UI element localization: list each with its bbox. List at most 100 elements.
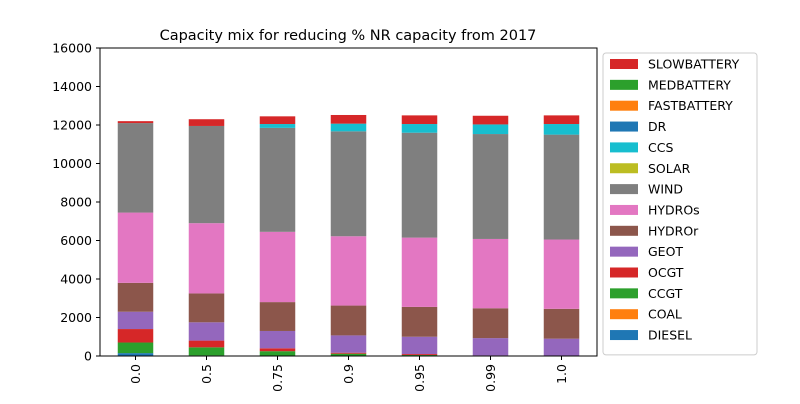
legend-label-hydros: HYDROs xyxy=(648,202,700,217)
bar-segment-ocgt-0.95 xyxy=(401,354,438,356)
x-tick-label: 0.75 xyxy=(270,364,285,392)
bar-segment-diesel-0.0 xyxy=(117,353,154,356)
legend-swatch-medbattery xyxy=(610,79,638,90)
bar-segment-slowbattery-0.9 xyxy=(330,114,367,124)
y-tick-label: 6000 xyxy=(60,233,92,248)
legend-swatch-hydror xyxy=(610,225,638,236)
legend-label-ccgt: CCGT xyxy=(648,286,683,301)
bar-segment-hydros-0.9 xyxy=(330,236,367,306)
bar-segment-slowbattery-0.0 xyxy=(117,121,154,124)
bar-segment-geot-0.0 xyxy=(117,311,154,330)
bar-segment-ocgt-0.75 xyxy=(259,348,296,352)
legend-box xyxy=(602,52,758,356)
x-tick-label: 0.99 xyxy=(483,364,498,392)
bar-segment-wind-0.0 xyxy=(117,123,154,213)
bar-segment-hydror-0.99 xyxy=(472,308,509,339)
x-tick-label: 0.9 xyxy=(341,364,356,384)
legend-label-medbattery: MEDBATTERY xyxy=(648,77,731,92)
bar-segment-wind-0.75 xyxy=(259,127,296,232)
bar-segment-ocgt-0.5 xyxy=(188,340,225,348)
bar-segment-wind-0.5 xyxy=(188,125,225,224)
bar-segment-ccs-0.95 xyxy=(401,124,438,133)
y-tick-label: 4000 xyxy=(60,272,92,287)
bar-segment-geot-0.99 xyxy=(472,338,509,356)
bar-segment-geot-1.0 xyxy=(543,338,580,356)
bar-segment-ccs-1.0 xyxy=(543,124,580,135)
bar-segment-hydros-0.75 xyxy=(259,231,296,303)
legend-swatch-solar xyxy=(610,163,638,174)
legend-swatch-ocgt xyxy=(610,267,638,278)
bar-segment-ccgt-0.0 xyxy=(117,342,154,354)
legend-label-wind: WIND xyxy=(648,182,683,197)
legend-label-dr: DR xyxy=(648,119,667,134)
axes-layer: 0 2000 4000 6000 8000 10000 12000 14000 16000 0.0… xyxy=(52,41,598,392)
legend-swatch-slowbattery xyxy=(610,59,638,69)
legend-label-geot: GEOT xyxy=(648,244,683,259)
y-tick-label: 0 xyxy=(84,349,92,364)
legend-swatch-geot xyxy=(610,246,638,257)
y-tick-label: 14000 xyxy=(52,79,92,94)
legend-swatch-hydros xyxy=(610,204,638,215)
bar-segment-hydror-0.0 xyxy=(117,282,154,312)
bar-segment-ccs-0.75 xyxy=(259,124,296,128)
bar-segment-hydros-0.5 xyxy=(188,223,225,294)
x-tick-label: 1.0 xyxy=(554,364,569,384)
legend-label-ocgt: OCGT xyxy=(648,265,684,280)
bar-segment-hydror-0.9 xyxy=(330,305,367,336)
bar-segment-wind-0.95 xyxy=(401,132,438,238)
y-tick-label: 10000 xyxy=(52,156,92,171)
y-tick-label: 2000 xyxy=(60,310,92,325)
bar-segment-slowbattery-0.99 xyxy=(472,115,509,125)
bar-segment-hydros-0.0 xyxy=(117,212,154,283)
bar-segment-geot-0.75 xyxy=(259,330,296,349)
bar-segment-ocgt-0.0 xyxy=(117,329,154,343)
bar-segment-hydros-1.0 xyxy=(543,239,580,309)
bar-segment-hydror-0.75 xyxy=(259,302,296,331)
legend-label-solar: SOLAR xyxy=(648,161,691,176)
bar-segment-slowbattery-1.0 xyxy=(543,115,580,125)
bar-segment-hydror-0.5 xyxy=(188,293,225,323)
bar-segment-wind-1.0 xyxy=(543,134,580,240)
x-tick-label: 0.0 xyxy=(128,364,143,384)
bar-segment-wind-0.99 xyxy=(472,134,509,239)
bar-segment-geot-0.5 xyxy=(188,322,225,341)
bar-segment-ocgt-0.9 xyxy=(330,352,367,354)
bar-segment-ccs-0.99 xyxy=(472,124,509,135)
legend-swatch-ccs xyxy=(610,142,638,153)
bar-segment-ccgt-0.75 xyxy=(259,351,296,356)
legend-label-coal: COAL xyxy=(648,307,682,322)
bar-segment-hydros-0.95 xyxy=(401,237,438,307)
legend-swatch-diesel xyxy=(610,330,638,341)
bar-segment-ccgt-0.9 xyxy=(330,353,367,356)
x-tick-label: 0.95 xyxy=(412,364,427,392)
bars-layer xyxy=(117,114,580,356)
x-tick-label: 0.5 xyxy=(199,364,214,384)
legend-label-diesel: DIESEL xyxy=(648,328,692,343)
legend-swatch-fastbattery xyxy=(610,100,638,111)
legend-swatch-coal xyxy=(610,309,638,320)
legend-swatch-ccgt xyxy=(610,288,638,299)
legend-swatch-dr xyxy=(610,121,638,132)
legend-swatch-wind xyxy=(610,184,638,195)
bar-segment-hydros-0.99 xyxy=(472,238,509,309)
y-tick-label: 12000 xyxy=(52,118,92,133)
bar-segment-wind-0.9 xyxy=(330,131,367,237)
bar-segment-slowbattery-0.75 xyxy=(259,116,296,125)
y-tick-label: 16000 xyxy=(52,41,92,56)
bar-segment-ccgt-0.5 xyxy=(188,347,225,356)
legend-label-ccs: CCS xyxy=(648,140,673,155)
bar-segment-ccs-0.9 xyxy=(330,123,367,132)
bar-segment-hydror-1.0 xyxy=(543,308,580,339)
chart-title: Capacity mix for reducing % NR capacity … xyxy=(160,28,537,44)
legend-label-fastbattery: FASTBATTERY xyxy=(648,98,733,113)
bar-segment-geot-0.9 xyxy=(330,335,367,353)
y-tick-label: 8000 xyxy=(60,195,92,210)
bar-segment-slowbattery-0.95 xyxy=(401,115,438,125)
legend-label-slowbattery: SLOWBATTERY xyxy=(648,57,740,72)
legend-label-hydror: HYDROr xyxy=(648,223,699,238)
bar-segment-hydror-0.95 xyxy=(401,306,438,337)
bar-segment-slowbattery-0.5 xyxy=(188,119,225,126)
legend: SLOWBATTERY MEDBATTERY FASTBATTERY DR CCS SOL… xyxy=(602,52,758,356)
